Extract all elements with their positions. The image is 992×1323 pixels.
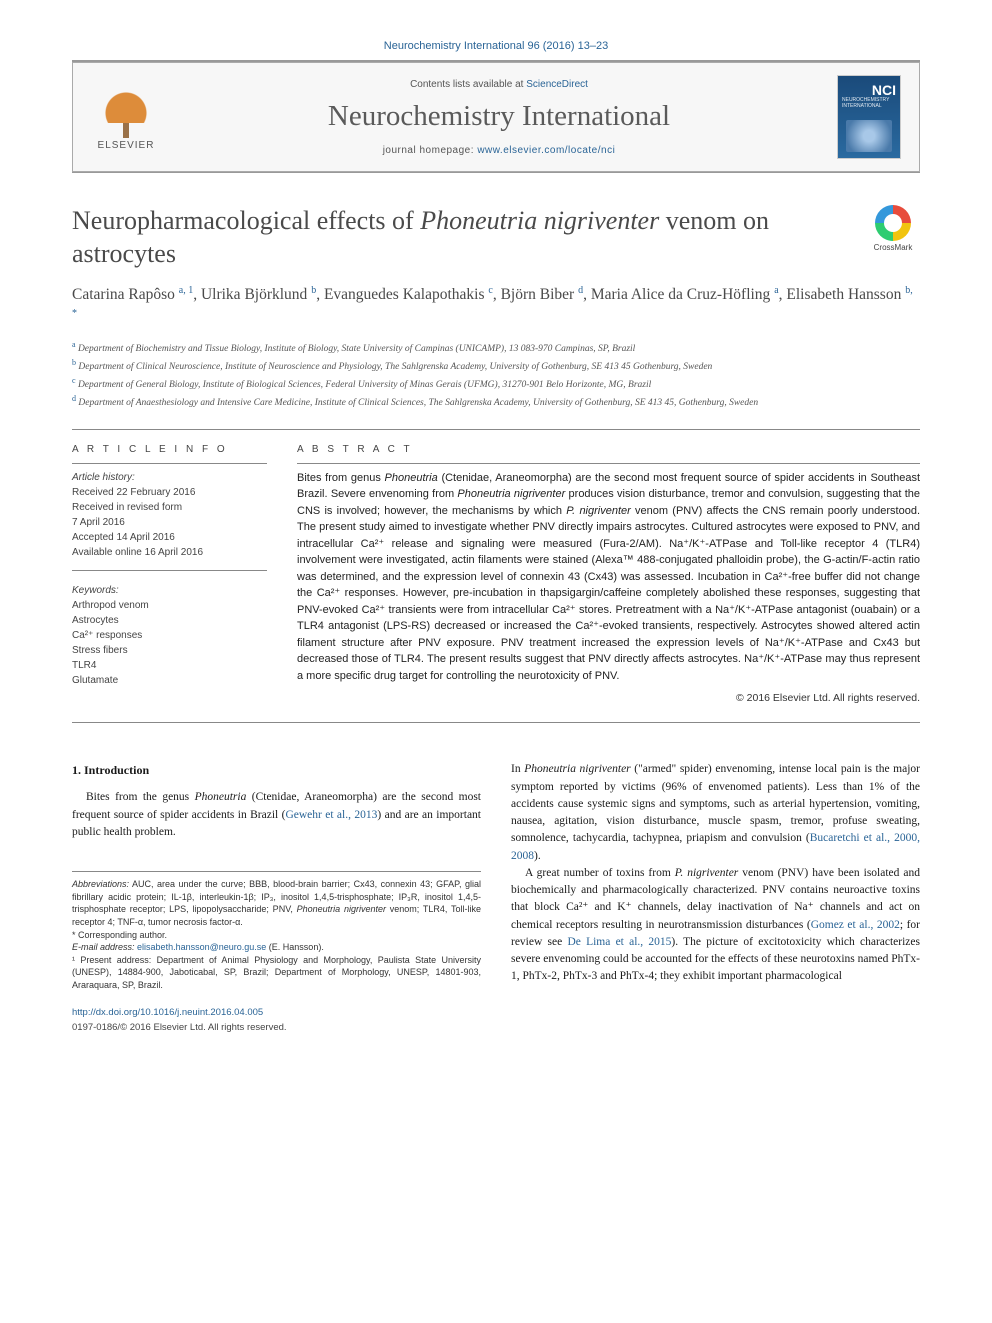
keyword-item: Ca²⁺ responses xyxy=(72,628,267,643)
abbreviations-label: Abbreviations: xyxy=(72,879,129,889)
history-line: Accepted 14 April 2016 xyxy=(72,530,267,545)
article-info-head: A R T I C L E I N F O xyxy=(72,444,267,455)
elsevier-tree-icon xyxy=(96,83,156,138)
email-line: E-mail address: elisabeth.hansson@neuro.… xyxy=(72,941,481,954)
history-line: 7 April 2016 xyxy=(72,515,267,530)
crossmark-icon xyxy=(875,205,911,241)
cover-image-icon xyxy=(846,120,892,152)
journal-reference: Neurochemistry International 96 (2016) 1… xyxy=(72,40,920,52)
mini-rule-3 xyxy=(297,463,920,464)
contents-line: Contents lists available at ScienceDirec… xyxy=(173,79,825,90)
body-col-right: In Phoneutria nigriventer ("armed" spide… xyxy=(511,761,920,1035)
affiliation-line: a Department of Biochemistry and Tissue … xyxy=(72,339,920,357)
homepage-link[interactable]: www.elsevier.com/locate/nci xyxy=(477,145,615,156)
body-columns: 1. Introduction Bites from the genus Pho… xyxy=(72,761,920,1035)
journal-name: Neurochemistry International xyxy=(173,100,825,133)
abstract-text: Bites from genus Phoneutria (Ctenidae, A… xyxy=(297,470,920,685)
rule-above-info xyxy=(72,429,920,430)
history-line: Received in revised form xyxy=(72,500,267,515)
intro-para-3: A great number of toxins from P. nigrive… xyxy=(511,865,920,986)
abstract-head: A B S T R A C T xyxy=(297,444,920,455)
mini-rule-1 xyxy=(72,463,267,464)
journal-cover-thumb[interactable]: NCI NEUROCHEMISTRY INTERNATIONAL xyxy=(837,75,901,159)
mini-rule-2 xyxy=(72,570,267,571)
article-title: Neuropharmacological effects of Phoneutr… xyxy=(72,205,846,270)
article-info-column: A R T I C L E I N F O Article history: R… xyxy=(72,444,267,705)
keyword-item: Arthropod venom xyxy=(72,598,267,613)
history-line: Received 22 February 2016 xyxy=(72,485,267,500)
keywords-label: Keywords: xyxy=(72,583,267,598)
crossmark-label: CrossMark xyxy=(866,243,920,252)
abstract-column: A B S T R A C T Bites from genus Phoneut… xyxy=(297,444,920,705)
elsevier-logo[interactable]: ELSEVIER xyxy=(91,83,161,151)
affiliation-line: b Department of Clinical Neuroscience, I… xyxy=(72,357,920,375)
doi-link[interactable]: http://dx.doi.org/10.1016/j.neuint.2016.… xyxy=(72,1007,263,1018)
intro-para-2: In Phoneutria nigriventer ("armed" spide… xyxy=(511,761,920,865)
cover-code: NCI xyxy=(872,82,896,98)
rule-below-abstract xyxy=(72,722,920,723)
keywords: Keywords: Arthropod venomAstrocytesCa²⁺ … xyxy=(72,583,267,688)
homepage-prefix: journal homepage: xyxy=(383,145,478,156)
article-history: Article history: Received 22 February 20… xyxy=(72,470,267,560)
journal-homepage-line: journal homepage: www.elsevier.com/locat… xyxy=(173,145,825,156)
keyword-item: Astrocytes xyxy=(72,613,267,628)
keyword-item: Glutamate xyxy=(72,673,267,688)
footnotes: Abbreviations: AUC, area under the curve… xyxy=(72,871,481,991)
crossmark-badge[interactable]: CrossMark xyxy=(866,205,920,252)
abbreviations: Abbreviations: AUC, area under the curve… xyxy=(72,878,481,928)
issn-copyright: 0197-0186/© 2016 Elsevier Ltd. All right… xyxy=(72,1021,481,1035)
intro-para-1: Bites from the genus Phoneutria (Ctenida… xyxy=(72,789,481,841)
contents-prefix: Contents lists available at xyxy=(410,79,526,90)
affiliations: a Department of Biochemistry and Tissue … xyxy=(72,339,920,411)
email-label: E-mail address: xyxy=(72,942,135,952)
elsevier-label: ELSEVIER xyxy=(91,140,161,151)
corresponding-author: * Corresponding author. xyxy=(72,929,481,942)
rule-under-header xyxy=(72,172,920,173)
history-line: Available online 16 April 2016 xyxy=(72,545,267,560)
email-name: (E. Hansson). xyxy=(269,942,324,952)
history-label: Article history: xyxy=(72,470,267,485)
journal-header: ELSEVIER Contents lists available at Sci… xyxy=(72,62,920,172)
email-link[interactable]: elisabeth.hansson@neuro.gu.se xyxy=(137,942,266,952)
authors-list: Catarina Rapôso a, 1, Ulrika Björklund b… xyxy=(72,284,920,329)
abbreviations-text: AUC, area under the curve; BBB, blood-br… xyxy=(72,879,481,927)
bottom-info: http://dx.doi.org/10.1016/j.neuint.2016.… xyxy=(72,1006,481,1036)
affiliation-line: d Department of Anaesthesiology and Inte… xyxy=(72,393,920,411)
header-center: Contents lists available at ScienceDirec… xyxy=(173,79,825,156)
affiliation-line: c Department of General Biology, Institu… xyxy=(72,375,920,393)
copyright-line: © 2016 Elsevier Ltd. All rights reserved… xyxy=(297,692,920,704)
keyword-item: Stress fibers xyxy=(72,643,267,658)
keyword-item: TLR4 xyxy=(72,658,267,673)
present-address: ¹ Present address: Department of Animal … xyxy=(72,954,481,992)
section-1-head: 1. Introduction xyxy=(72,761,481,779)
body-col-left: 1. Introduction Bites from the genus Pho… xyxy=(72,761,481,1035)
sciencedirect-link[interactable]: ScienceDirect xyxy=(526,79,588,90)
cover-subtitle: NEUROCHEMISTRY INTERNATIONAL xyxy=(842,98,896,109)
